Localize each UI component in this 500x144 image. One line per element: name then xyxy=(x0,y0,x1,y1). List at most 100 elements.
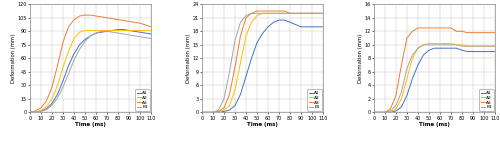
Y-axis label: Deformation (mm): Deformation (mm) xyxy=(186,34,191,83)
A2 xyxy=(481,45,487,47)
B1 xyxy=(282,13,288,14)
A1 xyxy=(282,19,288,21)
A2 xyxy=(292,13,298,14)
B1 xyxy=(126,34,132,36)
A2 xyxy=(204,111,210,113)
B1 xyxy=(115,32,121,34)
B1 xyxy=(238,21,244,23)
A2 xyxy=(66,50,71,52)
A1 xyxy=(60,80,66,82)
B1 xyxy=(216,109,222,111)
A3 xyxy=(137,22,143,24)
A1 xyxy=(492,51,498,52)
A1 xyxy=(120,29,126,30)
A2 xyxy=(71,38,77,39)
A3 xyxy=(276,10,282,12)
Line: A3: A3 xyxy=(202,11,323,112)
B1 xyxy=(27,111,33,113)
A1 xyxy=(442,47,448,49)
A2 xyxy=(404,78,410,79)
A2 xyxy=(371,111,377,113)
A3 xyxy=(265,10,271,12)
A2 xyxy=(492,45,498,47)
A1 xyxy=(210,111,216,113)
A2 xyxy=(410,57,416,59)
A3 xyxy=(142,24,148,26)
A3 xyxy=(298,13,304,14)
A2 xyxy=(104,30,110,31)
B1 xyxy=(492,45,498,47)
A1 xyxy=(481,51,487,52)
A1 xyxy=(221,111,227,112)
Line: A2: A2 xyxy=(30,30,151,112)
B1 xyxy=(221,98,227,100)
A2 xyxy=(437,43,443,44)
A2 xyxy=(270,13,276,14)
B1 xyxy=(44,109,50,110)
A2 xyxy=(110,30,116,31)
A2 xyxy=(210,111,216,113)
A3 xyxy=(260,10,266,12)
A2 xyxy=(44,106,50,108)
A3 xyxy=(98,16,104,18)
A1 xyxy=(292,24,298,25)
B1 xyxy=(270,13,276,14)
A1 xyxy=(38,110,44,112)
Line: A3: A3 xyxy=(374,28,495,112)
A3 xyxy=(104,17,110,19)
B1 xyxy=(470,45,476,47)
A3 xyxy=(470,32,476,34)
A2 xyxy=(454,44,460,46)
A3 xyxy=(420,27,426,29)
A1 xyxy=(432,47,438,49)
A2 xyxy=(415,47,421,49)
A2 xyxy=(276,13,282,14)
A3 xyxy=(49,86,55,88)
Legend: A1, A2, A3, B1: A1, A2, A3, B1 xyxy=(135,89,150,111)
A3 xyxy=(88,14,94,16)
A1 xyxy=(309,26,315,28)
B1 xyxy=(49,104,55,106)
A1 xyxy=(199,111,205,113)
A2 xyxy=(98,30,104,31)
A1 xyxy=(371,111,377,113)
A3 xyxy=(238,35,244,37)
A2 xyxy=(216,111,222,113)
A1 xyxy=(448,47,454,49)
X-axis label: Time (ms): Time (ms) xyxy=(419,122,450,127)
Line: A1: A1 xyxy=(374,48,495,112)
A1 xyxy=(27,111,33,113)
A2 xyxy=(420,44,426,46)
A3 xyxy=(82,14,88,16)
A1 xyxy=(426,49,432,51)
B1 xyxy=(476,45,482,47)
B1 xyxy=(148,38,154,39)
A1 xyxy=(66,65,71,66)
B1 xyxy=(260,13,266,14)
A2 xyxy=(314,13,320,14)
B1 xyxy=(309,13,315,14)
B1 xyxy=(287,13,293,14)
A1 xyxy=(393,110,399,112)
B1 xyxy=(437,44,443,46)
A2 xyxy=(309,13,315,14)
Y-axis label: Deformation (mm): Deformation (mm) xyxy=(358,34,363,83)
A3 xyxy=(410,31,416,32)
A1 xyxy=(137,31,143,33)
A1 xyxy=(148,33,154,35)
B1 xyxy=(486,45,492,47)
A1 xyxy=(486,51,492,52)
A2 xyxy=(115,30,121,31)
B1 xyxy=(248,13,254,14)
A2 xyxy=(126,30,132,31)
Y-axis label: Deformation (mm): Deformation (mm) xyxy=(11,34,16,83)
B1 xyxy=(265,13,271,14)
A2 xyxy=(238,62,244,64)
A1 xyxy=(415,64,421,66)
A1 xyxy=(464,51,470,52)
A3 xyxy=(376,111,382,113)
A1 xyxy=(410,78,416,79)
A3 xyxy=(254,10,260,12)
A2 xyxy=(376,111,382,113)
A3 xyxy=(216,111,222,112)
